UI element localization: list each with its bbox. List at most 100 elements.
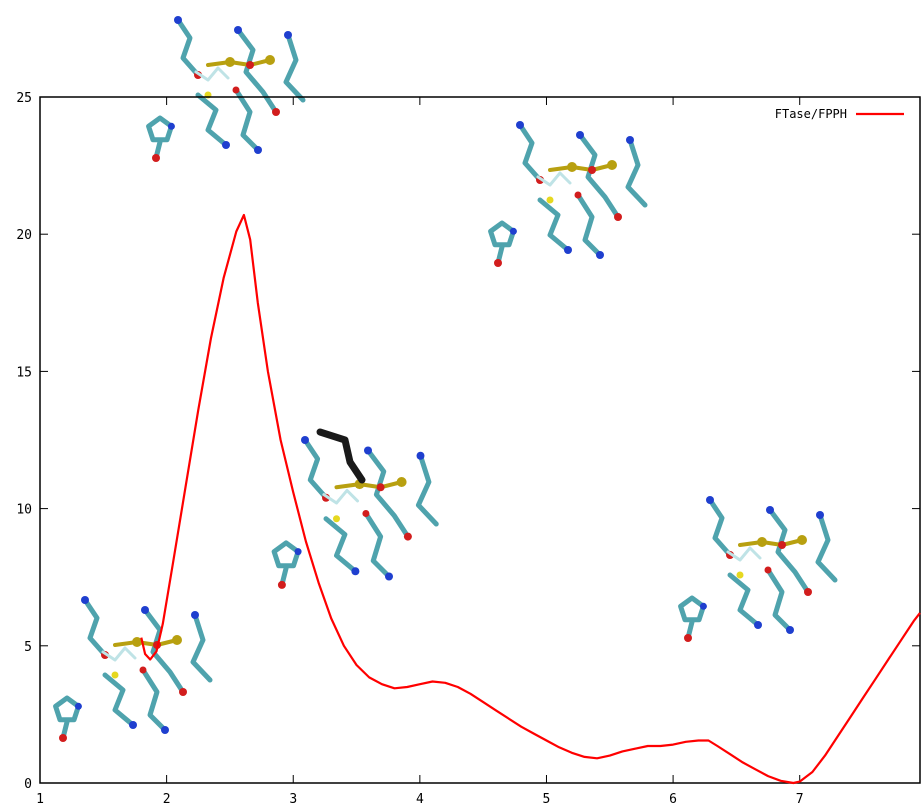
x-tick-label: 4 <box>416 792 424 807</box>
molecule-bond <box>517 122 543 183</box>
molecule-bond <box>815 512 838 583</box>
y-tick-label: 15 <box>16 365 32 380</box>
molecule-atom <box>684 634 692 642</box>
molecule-bond <box>726 546 762 562</box>
molecule-atom <box>141 606 149 614</box>
molecule-atom <box>567 162 577 172</box>
molecule-bond <box>548 163 614 172</box>
molecule-atom <box>132 637 142 647</box>
x-tick-label: 6 <box>669 792 677 807</box>
molecule-bond <box>233 87 261 153</box>
molecule-atom <box>294 548 302 556</box>
molecule-atom <box>509 227 517 235</box>
molecule-atom <box>272 108 280 116</box>
molecule-atom <box>764 566 772 574</box>
molecule-bond <box>283 32 306 103</box>
molecule-atom <box>179 688 187 696</box>
molecule-atom <box>376 483 385 492</box>
molecule-atom <box>254 146 262 154</box>
molecule-bond <box>767 507 811 595</box>
molecule-bond <box>113 638 179 647</box>
molecule-bond <box>625 137 648 208</box>
molecule-bond <box>727 572 761 628</box>
molecule-atom <box>364 446 372 455</box>
molecule-atom <box>804 588 812 596</box>
molecule-atom <box>81 596 89 604</box>
molecule-atom <box>129 721 137 729</box>
molecule-bond <box>707 497 733 558</box>
y-tick-label: 20 <box>16 228 32 243</box>
x-tick-label: 2 <box>163 792 171 807</box>
molecule-atom <box>607 160 617 170</box>
molecule-atom <box>222 141 230 149</box>
molecule-atom <box>385 572 393 581</box>
molecule-atom <box>626 136 634 144</box>
y-tick-label: 10 <box>16 503 32 518</box>
molecule-bond <box>140 667 168 733</box>
molecule-bond <box>334 480 404 490</box>
molecule-atom <box>494 259 502 267</box>
molecule-atom <box>167 122 175 130</box>
molecule-bond <box>537 197 571 253</box>
molecule-atom <box>301 436 309 444</box>
molecule-bond <box>365 448 411 540</box>
molecule-bond <box>765 567 793 633</box>
molecule-atom <box>766 506 774 514</box>
molecule-atom <box>797 535 807 545</box>
x-tick-label: 7 <box>796 792 804 807</box>
molecule-atom <box>588 166 596 174</box>
molecule-atom <box>152 154 160 162</box>
y-tick-label: 25 <box>16 91 32 106</box>
molecule-atom <box>546 196 554 204</box>
molecule-atom <box>706 496 714 504</box>
molecule-atom <box>232 86 240 94</box>
molecule-atom <box>161 726 169 734</box>
axis-ticks: 1 2 3 4 5 6 7 0 5 10 15 20 25 <box>16 91 920 807</box>
molecule-atom <box>139 666 147 674</box>
molecule-atom <box>111 671 119 679</box>
molecule-bond <box>575 192 603 258</box>
molecule-atom <box>786 626 794 634</box>
molecule-atom <box>516 121 524 129</box>
molecule-bond <box>536 171 572 187</box>
molecule-bond <box>206 58 272 67</box>
molecule-atom <box>699 602 707 610</box>
molecule-atom <box>59 734 67 742</box>
molecule-bond <box>190 612 213 683</box>
molecule-bond <box>316 428 366 484</box>
molecule-bond <box>322 488 359 505</box>
molecule-atom <box>564 246 572 254</box>
molecule-atom <box>576 131 584 139</box>
molecule-atom <box>754 621 762 629</box>
molecule-bond <box>194 66 230 82</box>
molecule-atom <box>757 537 767 547</box>
y-tick-label: 5 <box>24 640 32 655</box>
molecule-atom <box>265 55 275 65</box>
molecule-atom <box>396 477 407 487</box>
series-line-ftase-fpph <box>140 213 921 785</box>
molecule-atom <box>246 61 254 69</box>
molecule-illustrations <box>53 16 838 742</box>
molecule-atom <box>403 532 412 541</box>
molecule-bond <box>175 17 201 78</box>
molecule-bond <box>738 538 804 547</box>
molecule-atom <box>736 571 744 579</box>
molecule-bond <box>577 132 621 220</box>
molecule-bond <box>82 597 108 658</box>
molecule-atom <box>351 567 360 576</box>
molecule-atom <box>416 451 425 460</box>
x-tick-label: 3 <box>289 792 297 807</box>
x-tick-label: 5 <box>543 792 551 807</box>
molecule-atom <box>172 635 182 645</box>
molecule-bond <box>142 607 186 695</box>
molecule-bond <box>302 437 329 501</box>
molecule-bond <box>102 672 136 728</box>
molecule-atom <box>277 580 286 589</box>
molecule-atom <box>174 16 182 24</box>
molecule-atom <box>362 510 370 517</box>
legend: FTase/FPPH <box>775 107 904 121</box>
molecule-bond <box>363 511 392 579</box>
molecule-atom <box>234 26 242 34</box>
molecule-atom <box>778 541 786 549</box>
